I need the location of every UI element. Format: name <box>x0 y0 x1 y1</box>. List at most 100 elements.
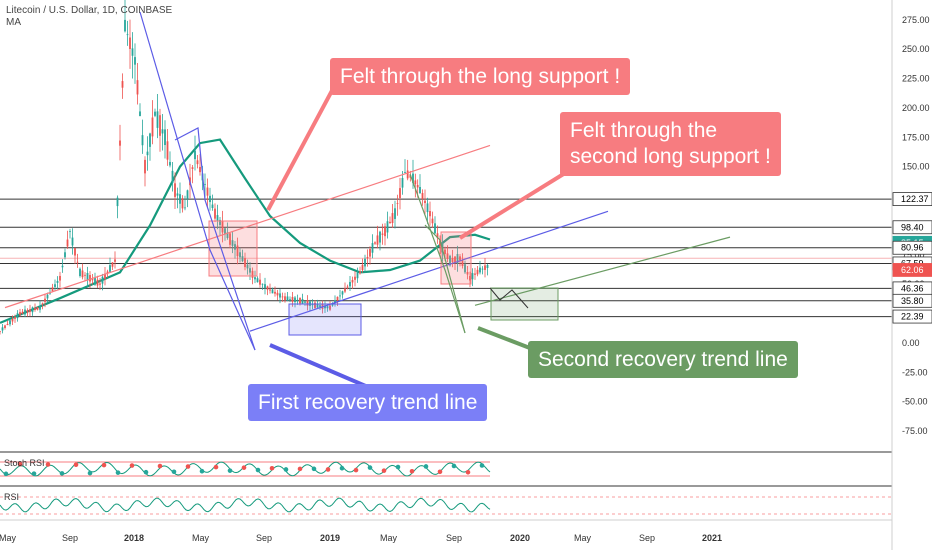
candle-body <box>404 172 406 173</box>
projection-zigzag <box>489 287 529 309</box>
callout-first-recovery-text: First recovery trend line <box>258 391 478 414</box>
candle-body <box>444 249 446 255</box>
stoch-dot <box>129 463 135 468</box>
candle-body <box>224 228 226 235</box>
candle-body <box>119 140 121 146</box>
candle-body <box>139 111 141 117</box>
time-tick-label: Sep <box>639 533 655 543</box>
candle-body <box>209 195 211 203</box>
price-tick-label: 200.00 <box>902 103 930 113</box>
candle-body <box>111 262 114 267</box>
price-tick-label: 275.00 <box>902 15 930 25</box>
candle-body <box>374 242 376 244</box>
candle-body <box>281 296 284 298</box>
price-tick-label: 250.00 <box>902 44 930 54</box>
stoch-dot <box>143 469 149 475</box>
candle-body <box>329 305 331 310</box>
candle-body <box>286 296 289 301</box>
candle-body <box>426 203 429 213</box>
candle-body <box>66 239 69 247</box>
candle-body <box>379 231 381 243</box>
candle-body <box>476 269 479 275</box>
candle-body <box>241 256 244 262</box>
candle-body <box>421 193 424 199</box>
candle-body <box>11 318 14 322</box>
candle-body <box>431 218 434 224</box>
candle-body <box>386 221 389 233</box>
price-tag-label: 46.36 <box>901 283 924 293</box>
symbol-title: Litecoin / U.S. Dollar, 1D, COINBASE <box>6 5 173 16</box>
stoch-dot <box>17 461 23 467</box>
time-tick-label: May <box>380 533 398 543</box>
candle-body <box>264 284 266 288</box>
candle-body <box>74 248 76 256</box>
candle-body <box>121 81 124 88</box>
candle-body <box>126 34 129 36</box>
callout-felt-long-text: Felt through the long support ! <box>340 65 621 88</box>
candle-body <box>134 57 136 65</box>
candle-body <box>274 291 276 294</box>
time-tick-label: 2019 <box>320 533 340 543</box>
candle-body <box>251 270 254 278</box>
candle-body <box>466 272 469 275</box>
candle-body <box>396 203 399 204</box>
moving-average-line <box>0 138 491 324</box>
candle-body <box>221 221 224 233</box>
candle-body <box>34 308 36 311</box>
candle-body <box>41 303 44 305</box>
price-tick-label: 0.00 <box>902 338 920 348</box>
price-tick-label: 175.00 <box>902 132 930 142</box>
candle-body <box>204 183 206 185</box>
red-zone-box-2 <box>440 231 472 285</box>
candle-body <box>106 271 109 274</box>
candle-body <box>1 327 4 331</box>
candle-body <box>181 198 184 209</box>
blue-trend-line <box>249 210 609 332</box>
candle-body <box>29 309 31 312</box>
candle-body <box>354 276 356 280</box>
time-tick-label: Sep <box>62 533 78 543</box>
candle-body <box>316 303 319 308</box>
candle-body <box>486 265 489 268</box>
candle-body <box>54 284 56 287</box>
candle-body <box>279 293 281 298</box>
candle-body <box>179 194 181 204</box>
candle-body <box>56 280 59 283</box>
candle-body <box>64 252 66 258</box>
candle-body <box>109 265 111 272</box>
stoch-dot <box>241 465 247 470</box>
candle-body <box>266 286 269 290</box>
candle-body <box>406 170 409 179</box>
red-trend-line <box>4 144 491 309</box>
candle-body <box>184 207 186 209</box>
candle-body <box>436 233 439 239</box>
candle-body <box>114 259 116 262</box>
candle-body <box>164 129 166 146</box>
candle-body <box>141 135 144 146</box>
candle-body <box>39 305 41 310</box>
candle-body <box>244 258 246 268</box>
stoch-dot <box>325 467 331 472</box>
candle-body <box>416 184 419 188</box>
candle-body <box>61 265 64 268</box>
price-tag-label: 22.39 <box>901 312 924 322</box>
callout-felt-second-support: Felt through the second long support ! <box>560 112 781 176</box>
candle-body <box>291 296 294 302</box>
candle-body <box>376 235 379 245</box>
indicator-label: MA <box>6 17 21 28</box>
candle-body <box>276 292 279 296</box>
candle-body <box>246 264 249 269</box>
candle-body <box>306 300 309 306</box>
candle-body <box>446 253 449 260</box>
candle-body <box>104 273 106 279</box>
price-tick-label: 75.00 <box>902 250 925 260</box>
candle-body <box>326 306 329 309</box>
candle-body <box>429 211 431 217</box>
rsi-label: RSI <box>4 492 19 502</box>
candle-body <box>131 48 134 56</box>
candle-body <box>361 264 364 271</box>
candle-body <box>412 173 414 184</box>
stoch-dot <box>59 471 65 476</box>
stoch-dot <box>423 464 429 469</box>
